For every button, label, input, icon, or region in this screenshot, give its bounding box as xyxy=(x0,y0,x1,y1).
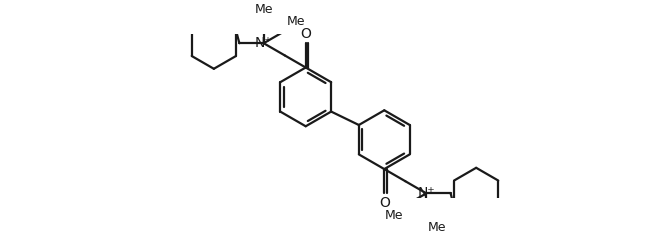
Text: Me: Me xyxy=(385,209,404,222)
Text: Me: Me xyxy=(287,15,305,28)
Text: Me: Me xyxy=(254,3,273,16)
Text: Me: Me xyxy=(428,221,447,234)
Text: O: O xyxy=(379,196,390,210)
Text: N⁺: N⁺ xyxy=(255,36,273,50)
Text: N⁺: N⁺ xyxy=(418,186,435,200)
Text: O: O xyxy=(300,27,311,41)
